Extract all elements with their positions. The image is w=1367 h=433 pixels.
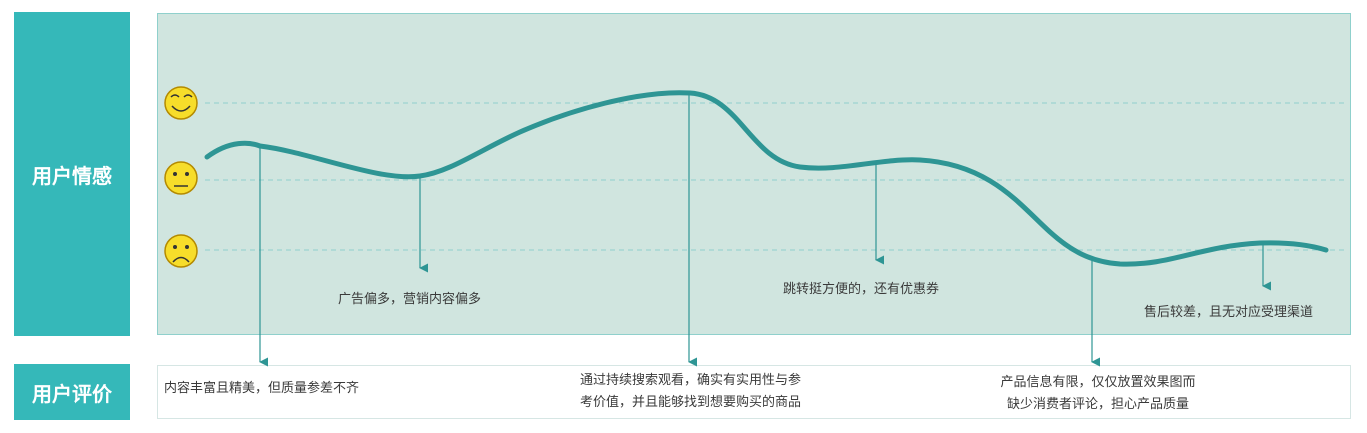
sad-face-icon bbox=[164, 234, 198, 268]
review-row-label: 用户评价 bbox=[14, 364, 130, 420]
review-3: 产品信息有限，仅仅放置效果图而 缺少消费者评论，担心产品质量 bbox=[976, 372, 1220, 416]
review-panel bbox=[157, 365, 1351, 419]
emotion-panel bbox=[157, 13, 1351, 335]
review-3-line-2: 缺少消费者评论，担心产品质量 bbox=[1006, 397, 1189, 412]
emotion-curve bbox=[204, 90, 1329, 267]
review-2-line-1: 通过持续搜索观看，确实有实用性与参 bbox=[579, 373, 801, 388]
emotion-note-3-text: 售后较差，且无对应受理渠道 bbox=[1144, 305, 1314, 320]
emotion-row-label: 用户情感 bbox=[14, 12, 130, 336]
review-row-label-text: 用户评价 bbox=[32, 381, 112, 406]
emotion-note-2-text: 跳转挺方便的，还有优惠券 bbox=[783, 282, 940, 297]
emotion-note-3: 售后较差，且无对应受理渠道 bbox=[1144, 302, 1313, 324]
review-3-line-1: 产品信息有限，仅仅放置效果图而 bbox=[1000, 375, 1196, 390]
review-2: 通过持续搜索观看，确实有实用性与参 考价值，并且能够找到想要购买的商品 bbox=[558, 370, 823, 414]
review-1-text: 内容丰富且精美，但质量参差不齐 bbox=[164, 381, 360, 396]
happy-face-icon bbox=[164, 86, 198, 120]
neutral-face-icon bbox=[164, 161, 198, 195]
review-2-line-2: 考价值，并且能够找到想要购买的商品 bbox=[579, 395, 801, 410]
emotion-note-2: 跳转挺方便的，还有优惠券 bbox=[783, 279, 939, 301]
emotion-note-1: 广告偏多，营销内容偏多 bbox=[338, 289, 481, 311]
review-1: 内容丰富且精美，但质量参差不齐 bbox=[164, 378, 359, 400]
emotion-note-1-text: 广告偏多，营销内容偏多 bbox=[338, 292, 482, 307]
emotion-row-label-text: 用户情感 bbox=[32, 163, 112, 188]
